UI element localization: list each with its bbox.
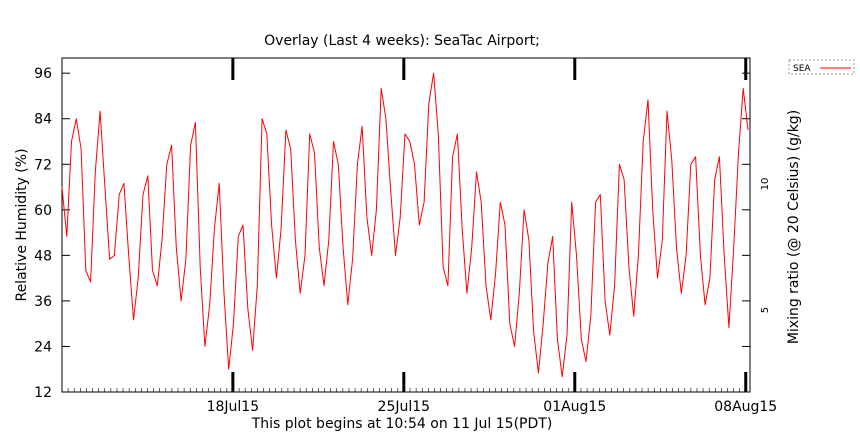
- legend-label-sea: SEA: [793, 64, 811, 74]
- x-tick-label: 25Jul15: [378, 399, 431, 415]
- y-axis-ticks: 12 24 36 48 60 72 84 96: [34, 66, 750, 401]
- x-axis-title: This plot begins at 10:54 on 11 Jul 15(P…: [251, 416, 553, 432]
- y-axis-title: Relative Humidity (%): [14, 148, 30, 301]
- y-tick-label: 96: [34, 66, 52, 82]
- x-axis-ticks: 18Jul15 25Jul15 01Aug15 08Aug15: [61, 58, 777, 415]
- y2-axis-ticks: 5 10: [760, 178, 771, 314]
- y-tick-label: 36: [34, 294, 52, 310]
- x-tick-label: 18Jul15: [207, 399, 260, 415]
- y-tick-label: 60: [34, 203, 52, 219]
- series-layer: [61, 72, 749, 378]
- legend: SEA: [788, 59, 855, 75]
- y2-tick-label: 10: [760, 178, 771, 191]
- chart-title: Overlay (Last 4 weeks): SeaTac Airport;: [264, 33, 540, 49]
- y-tick-label: 12: [34, 385, 52, 401]
- y2-axis-title: Mixing ratio (@ 20 Celsius) (g/kg): [786, 110, 802, 344]
- x-tick-label: 08Aug15: [714, 399, 777, 415]
- y-tick-label: 48: [34, 248, 52, 264]
- plot-frame: [61, 57, 751, 393]
- y-tick-label: 24: [34, 339, 52, 355]
- y2-tick-label: 5: [760, 307, 771, 313]
- legend-frame: [788, 59, 855, 75]
- y-tick-label: 72: [34, 157, 52, 173]
- series-line-sea: [61, 72, 749, 378]
- x-tick-label: 01Aug15: [543, 399, 606, 415]
- y-tick-label: 84: [34, 112, 52, 128]
